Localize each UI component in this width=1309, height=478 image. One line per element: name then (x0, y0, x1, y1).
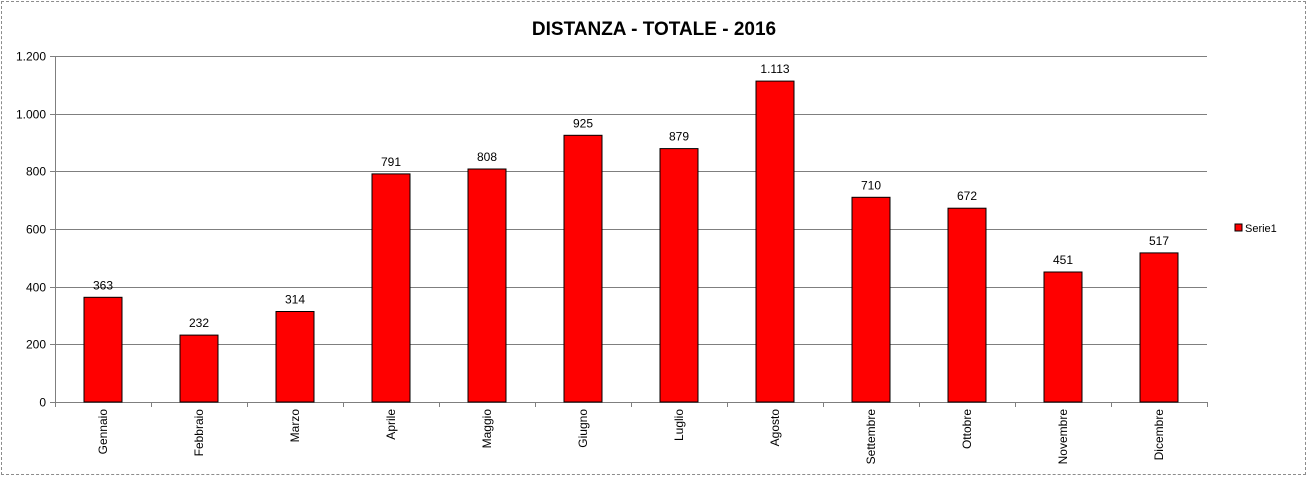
x-tick-label: Novembre (1056, 409, 1070, 465)
bar-agosto (755, 80, 795, 403)
data-label: 232 (189, 316, 209, 330)
data-label: 363 (93, 278, 113, 292)
chart-title: DISTANZA - TOTALE - 2016 (532, 19, 776, 40)
bars (83, 80, 1179, 403)
x-tick-label: Agosto (768, 409, 782, 447)
x-tick-label: Settembre (864, 409, 878, 465)
x-tick-label: Gennaio (96, 409, 110, 455)
axes (50, 56, 1208, 407)
x-tick-label: Dicembre (1152, 409, 1166, 461)
legend-label: Serie1 (1245, 223, 1277, 235)
bar-settembre (851, 196, 891, 403)
data-label: 925 (573, 116, 593, 130)
x-tick-label: Giugno (576, 409, 590, 448)
data-label: 314 (285, 293, 305, 307)
y-tick-label: 600 (26, 223, 46, 237)
legend-swatch (1234, 223, 1243, 232)
data-label: 1.113 (760, 62, 789, 76)
bar-febbraio (179, 334, 219, 403)
y-tick-label: 200 (26, 338, 46, 352)
data-label: 808 (477, 150, 497, 164)
bar-dicembre (1139, 252, 1179, 403)
x-tick-label: Ottobre (960, 409, 974, 449)
data-label: 710 (861, 178, 881, 192)
data-label: 791 (381, 155, 401, 169)
data-label: 451 (1053, 253, 1073, 267)
bar-maggio (467, 168, 507, 403)
y-tick-label: 0 (39, 396, 46, 410)
y-tick-label: 400 (26, 281, 46, 295)
y-tick-label: 1.000 (16, 108, 46, 122)
x-tick-label: Aprile (384, 409, 398, 440)
data-label: 879 (669, 130, 689, 144)
gridlines (55, 56, 1207, 345)
x-tick-label: Luglio (672, 409, 686, 441)
bar-giugno (563, 134, 603, 403)
bar-aprile (371, 173, 411, 403)
bar-ottobre (947, 207, 987, 403)
y-tick-label: 800 (26, 165, 46, 179)
y-tick-label: 1.200 (16, 50, 46, 64)
x-tick-label: Marzo (288, 409, 302, 443)
bar-novembre (1043, 271, 1083, 403)
data-label: 672 (957, 189, 977, 203)
tick-labels: 0 200 400 600 800 1.000 1.200 Gennaio Febbraio Ma… (16, 50, 1166, 465)
x-tick-label: Maggio (480, 409, 494, 449)
bar-marzo (275, 311, 315, 403)
data-labels: 363 232 314 791 808 925 879 1.113 710 672 451 517 (93, 62, 1169, 330)
data-label: 517 (1149, 234, 1169, 248)
x-tick-label: Febbraio (192, 409, 206, 457)
legend: Serie1 (1234, 223, 1277, 235)
bar-gennaio (83, 296, 123, 403)
bar-luglio (659, 148, 699, 403)
